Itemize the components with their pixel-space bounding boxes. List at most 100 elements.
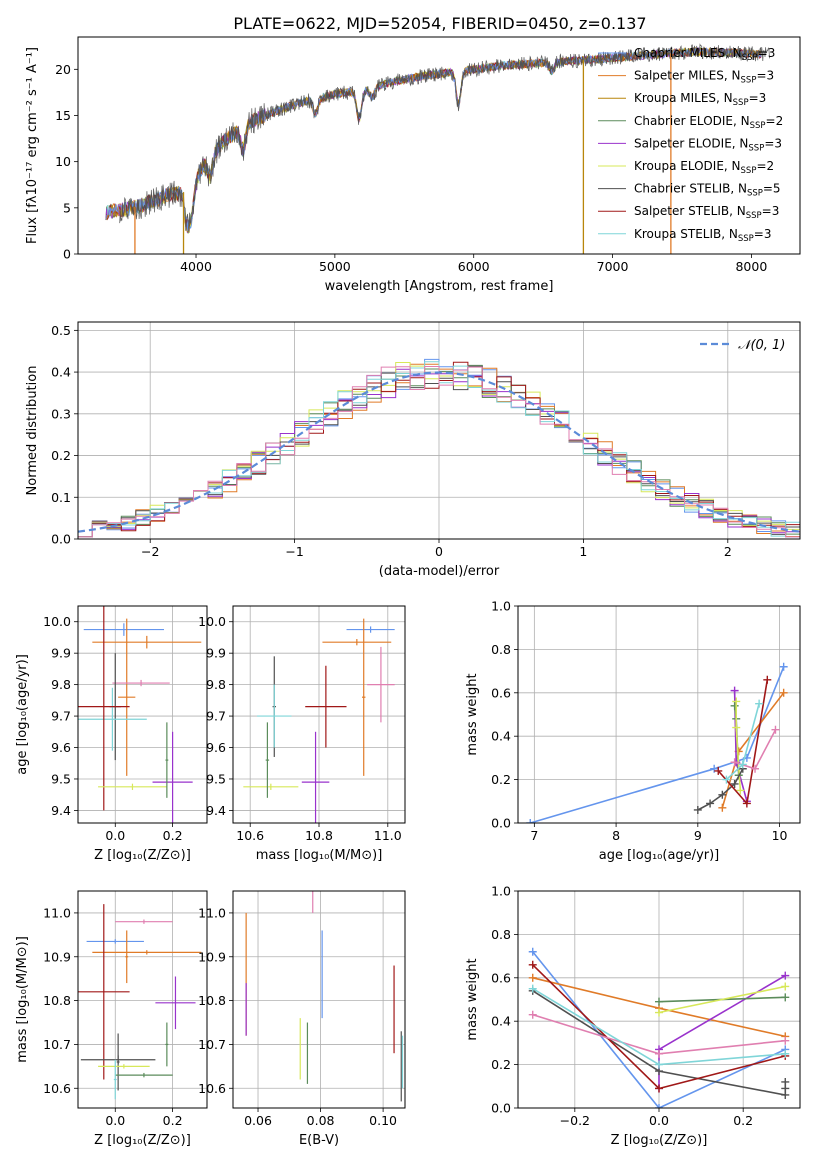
x-tick-label: 11.0 <box>374 828 402 843</box>
y-tick-label: 0.4 <box>491 1014 511 1029</box>
y-tick-label: 9.8 <box>206 677 226 692</box>
y-tick-label: 9.8 <box>51 677 71 692</box>
weight-marker <box>528 960 537 969</box>
legend-label: 𝒩(0, 1) <box>738 338 785 353</box>
y-tick-label: 1.0 <box>491 884 511 899</box>
weight-marker <box>781 971 790 980</box>
legend-text: Kroupa ELODIE, N <box>634 159 741 173</box>
x-axis-label: age [log₁₀(age/yr)] <box>599 848 720 863</box>
y-tick-label: 9.7 <box>206 709 226 724</box>
axes-frame <box>517 890 801 1109</box>
weight-marker <box>730 779 739 788</box>
y-tick-label: 0.6 <box>491 685 511 700</box>
x-tick-label: 2 <box>724 544 732 559</box>
y-tick-label: 0.6 <box>491 970 511 985</box>
y-tick-label: 0.4 <box>51 365 71 380</box>
x-tick-label: 8000 <box>735 259 767 274</box>
plot-area <box>105 43 770 254</box>
x-tick-label: 7000 <box>597 259 629 274</box>
legend-label: Salpeter ELODIE, NSSP=3 <box>634 136 782 153</box>
y-tick-label: 10.6 <box>43 1081 71 1096</box>
weight-marker <box>763 675 772 684</box>
weight-marker <box>655 997 663 1006</box>
x-axis-label: E(B-V) <box>299 1133 339 1148</box>
weight-marker <box>781 1036 790 1045</box>
y-tick-label: 15 <box>55 108 71 123</box>
x-tick-label: −2 <box>141 544 159 559</box>
spectrum-line <box>119 43 770 232</box>
axes-frame <box>77 321 801 540</box>
plot-area <box>528 947 790 1108</box>
legend-suffix: =3 <box>749 91 767 105</box>
legend-sub: SSP <box>747 189 763 199</box>
y-tick-label: 20 <box>55 62 71 77</box>
x-tick-label: −0.2 <box>560 1113 590 1128</box>
legend-label: Salpeter MILES, NSSP=3 <box>634 69 774 86</box>
axes-frame <box>77 890 208 1109</box>
y-tick-label: 9.9 <box>206 646 226 661</box>
panel-mass_vs_ebv: 0.06 0.08 0.10 10.6 10.7 10.8 10.9 11.0 E(B-V) <box>198 890 406 1148</box>
x-tick-label: 0.08 <box>307 1113 335 1128</box>
weight-line <box>532 951 786 1108</box>
legend-sub: SSP <box>733 98 749 108</box>
weight-marker <box>755 699 764 708</box>
y-tick-label: 9.5 <box>51 771 71 786</box>
y-tick-label: 10.8 <box>198 993 226 1008</box>
x-tick-label: 0.2 <box>163 828 183 843</box>
legend-sub: SSP <box>738 234 754 244</box>
weight-marker <box>732 697 741 706</box>
legend-suffix: =3 <box>756 69 774 83</box>
legend-label: Kroupa ELODIE, NSSP=2 <box>634 159 774 176</box>
panel-age_vs_mass: 10.6 10.8 11.0 9.4 9.5 9.6 9.7 9.8 9.9 10.0 mass [… <box>198 605 406 863</box>
weight-marker <box>655 1008 663 1017</box>
legend-suffix: =3 <box>764 136 782 150</box>
y-axis-label: Normed distribution <box>25 366 40 496</box>
y-tick-label: 11.0 <box>198 905 226 920</box>
plot-area <box>245 891 404 1102</box>
legend-suffix: =5 <box>763 182 781 196</box>
grid <box>78 322 800 540</box>
weight-marker <box>722 775 731 784</box>
y-tick-label: 0.0 <box>491 1101 511 1116</box>
panel-spectrum: 4000 5000 6000 7000 8000 0 5 10 15 20 wavelength [… <box>25 36 801 294</box>
y-axis-label: mass [log₁₀(M/M⊙)] <box>15 936 30 1063</box>
weight-marker <box>781 1084 790 1093</box>
y-axis-label: mass weight <box>465 673 480 755</box>
legend-suffix: =3 <box>762 204 780 218</box>
y-tick-label: 0.8 <box>491 642 511 657</box>
panel-mass_vs_Z: 0.0 0.2 10.6 10.7 10.8 10.9 11.0 Z [log₁₀(Z/Z⊙)… <box>15 890 208 1148</box>
x-axis-label: mass [log₁₀(M/M⊙)] <box>256 848 383 863</box>
y-tick-label: 9.6 <box>206 740 226 755</box>
weight-marker <box>736 786 745 795</box>
weight-marker <box>730 686 739 695</box>
y-axis-label: age [log₁₀(age/yr)] <box>15 654 30 775</box>
weight-marker <box>738 760 747 769</box>
weight-marker <box>528 947 537 956</box>
y-tick-label: 10.8 <box>43 993 71 1008</box>
legend-text: Kroupa STELIB, N <box>634 227 738 241</box>
weight-marker <box>771 725 780 734</box>
figure-title: PLATE=0622, MJD=52054, FIBERID=0450, z=0… <box>233 14 646 33</box>
y-tick-label: 10.7 <box>198 1037 226 1052</box>
legend-suffix: =2 <box>766 114 784 128</box>
legend-label: Kroupa STELIB, NSSP=3 <box>634 227 772 244</box>
y-tick-label: 0.2 <box>51 448 71 463</box>
y-tick-label: 9.7 <box>51 709 71 724</box>
y-tick-label: 10.9 <box>198 949 226 964</box>
y-tick-label: 10.6 <box>198 1081 226 1096</box>
x-axis-label: Z [log₁₀(Z/Z⊙)] <box>94 1133 191 1148</box>
y-tick-label: 5 <box>63 200 71 215</box>
weight-marker <box>710 764 719 773</box>
legend-label: Chabrier ELODIE, NSSP=2 <box>634 114 783 131</box>
legend-text: Chabrier ELODIE, N <box>634 114 750 128</box>
legend-label: Kroupa MILES, NSSP=3 <box>634 91 766 108</box>
y-tick-label: 9.4 <box>51 803 71 818</box>
legend-sub: SSP <box>742 53 758 63</box>
x-tick-label: 0.0 <box>649 1113 669 1128</box>
y-axis-label: mass weight <box>465 958 480 1040</box>
weight-marker <box>706 799 715 808</box>
weight-marker <box>528 1010 537 1019</box>
x-tick-label: 0.2 <box>733 1113 753 1128</box>
y-tick-label: 0.3 <box>51 406 71 421</box>
